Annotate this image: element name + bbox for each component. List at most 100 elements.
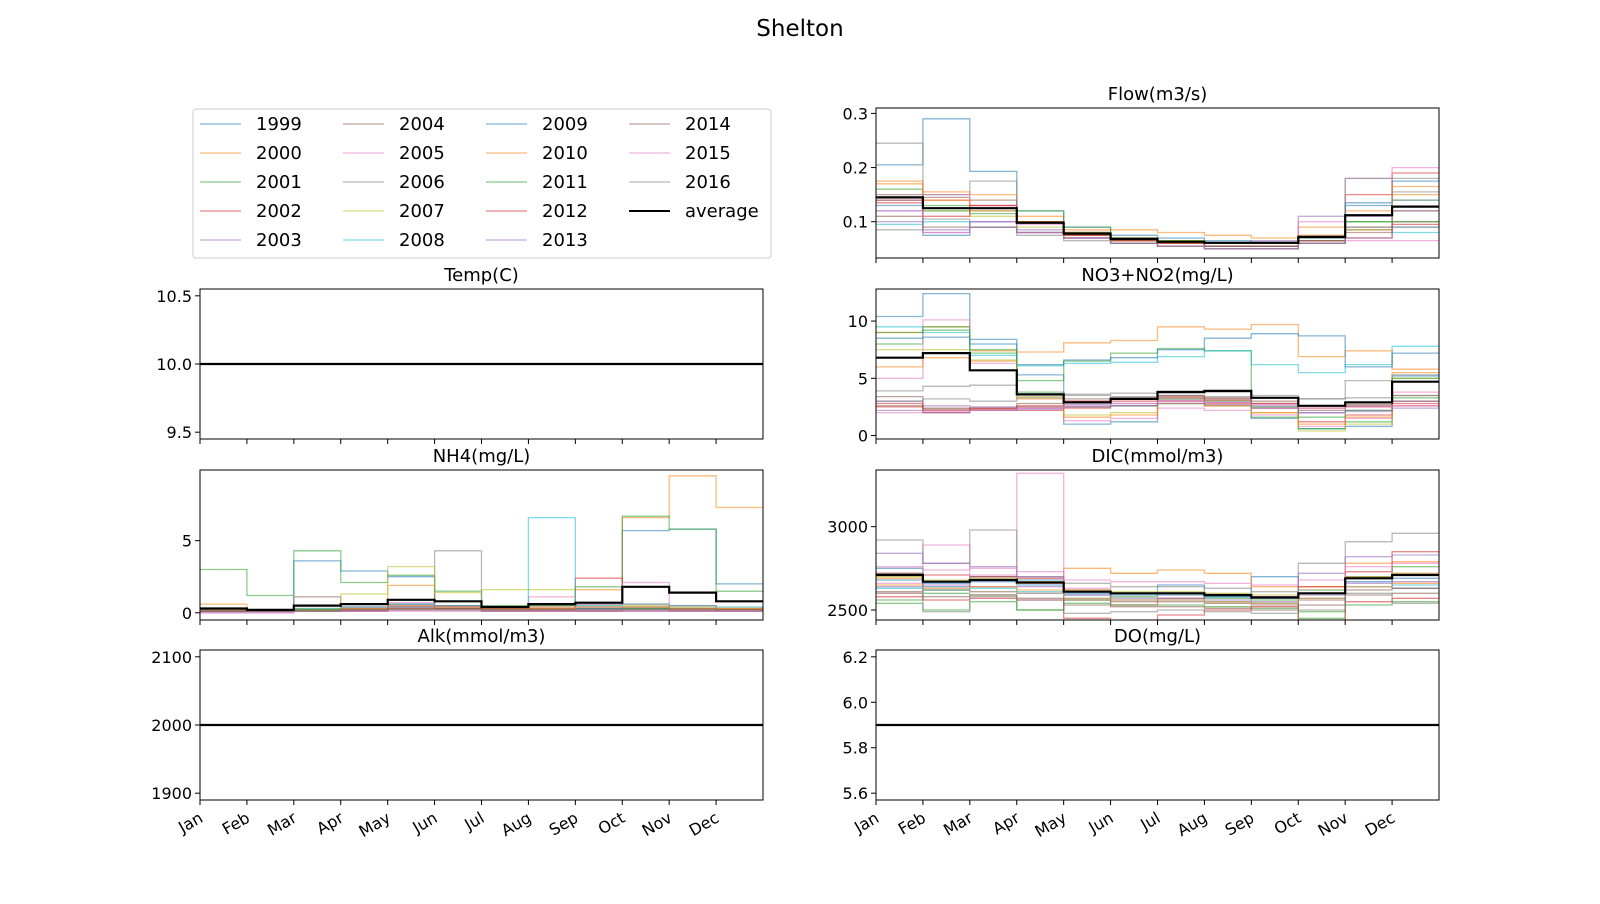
panel-1-series-2006 xyxy=(876,142,1439,245)
panel-4-series-2016 xyxy=(876,572,1439,614)
panel-5-xtick-label-Jan: Jan xyxy=(174,808,206,837)
panel-6-xtick-label-Dec: Dec xyxy=(1362,808,1398,840)
panel-5: Alk(mmol/m3) 1900 2000 2100 Jan Feb Mar Apr May J… xyxy=(151,626,764,841)
panel-6-ytick-label-0: 5.6 xyxy=(843,784,868,803)
legend-label-2000: 2000 xyxy=(256,143,302,164)
legend-label-2004: 2004 xyxy=(399,114,445,135)
legend-label-2007: 2007 xyxy=(399,201,445,222)
panel-2: NO3+NO2(mg/L) 0 5 10 xyxy=(848,265,1440,446)
panel-5-ytick-label-2: 2100 xyxy=(151,648,192,667)
panel-4-series-2007 xyxy=(876,572,1439,596)
panel-2-series-average xyxy=(876,352,1439,407)
panel-2-series-2015 xyxy=(876,400,1439,414)
panel-4-ytick-label-1: 3000 xyxy=(827,518,868,537)
panel-4-series-group xyxy=(876,472,1439,620)
panel-6-ytick-label-2: 6.0 xyxy=(843,693,868,712)
panel-3: NH4(mg/L) 0 5 xyxy=(182,446,764,625)
panel-1-ytick-label-1: 0.2 xyxy=(843,159,868,178)
panel-6-ytick-label-3: 6.2 xyxy=(843,648,868,667)
panel-1-series-2005 xyxy=(876,166,1439,247)
panel-6-ytick-label-1: 5.8 xyxy=(843,739,868,758)
legend-label-2009: 2009 xyxy=(542,114,588,135)
panel-1-title: Flow(m3/s) xyxy=(1108,84,1208,105)
panel-3-series-2016 xyxy=(200,609,763,612)
panel-2-series-2008 xyxy=(876,326,1439,374)
panel-5-xtick-label-Mar: Mar xyxy=(264,808,300,840)
panel-5-xtick-label-Dec: Dec xyxy=(686,808,722,840)
panel-4: DIC(mmol/m3) 2500 3000 xyxy=(827,446,1440,625)
panel-5-xtick-label-Jul: Jul xyxy=(460,808,487,835)
panel-1-series-2010 xyxy=(876,183,1439,245)
legend-label-2016: 2016 xyxy=(685,172,731,193)
legend-label-2014: 2014 xyxy=(685,114,731,135)
panel-2-title: NO3+NO2(mg/L) xyxy=(1081,265,1233,286)
legend-label-1999: 1999 xyxy=(256,114,302,135)
panel-5-title: Alk(mmol/m3) xyxy=(418,626,546,647)
panel-1-ytick-label-0: 0.1 xyxy=(843,213,868,232)
panel-2-ytick-label-2: 10 xyxy=(848,312,868,331)
panel-5-xtick-label-Aug: Aug xyxy=(498,808,535,840)
panel-6-xtick-label-Jul: Jul xyxy=(1136,808,1163,835)
panel-1-series-group xyxy=(876,118,1439,250)
legend-entries: 1999 2000 2001 2002 2003 2004 2005 2006 2007 2008… xyxy=(200,114,759,251)
panel-6-xtick-label-May: May xyxy=(1032,808,1070,841)
panel-6-xtick-label-Mar: Mar xyxy=(940,808,976,840)
panel-4-title: DIC(mmol/m3) xyxy=(1092,446,1224,467)
panel-6-xtick-label-Nov: Nov xyxy=(1315,808,1352,840)
panel-6-xtick-label-Apr: Apr xyxy=(989,808,1023,839)
panel-5-xtick-label-May: May xyxy=(356,808,394,841)
panel-0-ytick-label-1: 10.0 xyxy=(156,355,192,374)
panel-6-xtick-label-Sep: Sep xyxy=(1222,808,1258,840)
legend-label-2001: 2001 xyxy=(256,172,302,193)
panel-5-ytick-label-0: 1900 xyxy=(151,784,192,803)
panel-3-title: NH4(mg/L) xyxy=(433,446,531,467)
figure-title: Shelton xyxy=(756,16,843,42)
legend: 1999 2000 2001 2002 2003 2004 2005 2006 2007 2008… xyxy=(192,108,772,259)
panel-6-xtick-label-Jan: Jan xyxy=(850,808,882,837)
legend-label-2012: 2012 xyxy=(542,201,588,222)
panel-6-xtick-label-Aug: Aug xyxy=(1174,808,1211,840)
panel-6-xtick-label-Oct: Oct xyxy=(1271,808,1304,838)
panel-0-ytick-label-0: 9.5 xyxy=(167,423,192,442)
panel-5-xtick-label-Nov: Nov xyxy=(639,808,676,840)
panel-1-series-1999 xyxy=(876,118,1439,243)
panel-5-xtick-label-Sep: Sep xyxy=(546,808,582,840)
legend-label-2006: 2006 xyxy=(399,172,445,193)
legend-label-2008: 2008 xyxy=(399,230,445,251)
panel-3-ytick-label-0: 0 xyxy=(182,604,192,623)
legend-label-2013: 2013 xyxy=(542,230,588,251)
panel-1-ytick-label-2: 0.3 xyxy=(843,104,868,123)
panel-5-xtick-label-Feb: Feb xyxy=(219,808,253,839)
panel-2-ytick-label-1: 5 xyxy=(858,369,868,388)
panel-4-ytick-label-0: 2500 xyxy=(827,601,868,620)
panel-3-series-group xyxy=(200,475,763,614)
panel-6-xtick-label-Feb: Feb xyxy=(895,808,929,839)
panel-0-title: Temp(C) xyxy=(443,265,519,286)
panel-1: Flow(m3/s) 0.1 0.2 0.3 xyxy=(843,84,1440,263)
legend-label-2002: 2002 xyxy=(256,201,302,222)
panel-4-series-average xyxy=(876,573,1439,599)
panel-6-title: DO(mg/L) xyxy=(1114,626,1201,647)
panel-4-series-2015 xyxy=(876,562,1439,586)
panel-5-xtick-label-Oct: Oct xyxy=(595,808,628,838)
panel-5-xtick-label-Apr: Apr xyxy=(313,808,347,839)
panel-6-xtick-label-Jun: Jun xyxy=(1085,808,1117,837)
legend-label-2005: 2005 xyxy=(399,143,445,164)
panel-0-ytick-label-2: 10.5 xyxy=(156,287,192,306)
legend-label-2003: 2003 xyxy=(256,230,302,251)
legend-label-2010: 2010 xyxy=(542,143,588,164)
panel-1-series-average xyxy=(876,196,1439,244)
panel-5-xtick-label-Jun: Jun xyxy=(409,808,441,837)
panel-6: DO(mg/L) 5.6 5.8 6.0 6.2 Jan Feb Mar Apr May Jun Ju… xyxy=(843,626,1440,841)
legend-label-average: average xyxy=(685,201,759,222)
panel-2-series-group xyxy=(876,292,1439,432)
panel-5-ytick-label-1: 2000 xyxy=(151,716,192,735)
panel-3-series-2015 xyxy=(200,610,763,614)
panel-2-ytick-label-0: 0 xyxy=(858,427,868,446)
chart-panels: Temp(C) 9.5 10.0 10.5 Flow(m3/s) 0.1 0.2 0.3 NO3… xyxy=(151,84,1440,841)
panel-3-ytick-label-1: 5 xyxy=(182,532,192,551)
panel-3-series-average xyxy=(200,585,763,611)
legend-label-2011: 2011 xyxy=(542,172,588,193)
